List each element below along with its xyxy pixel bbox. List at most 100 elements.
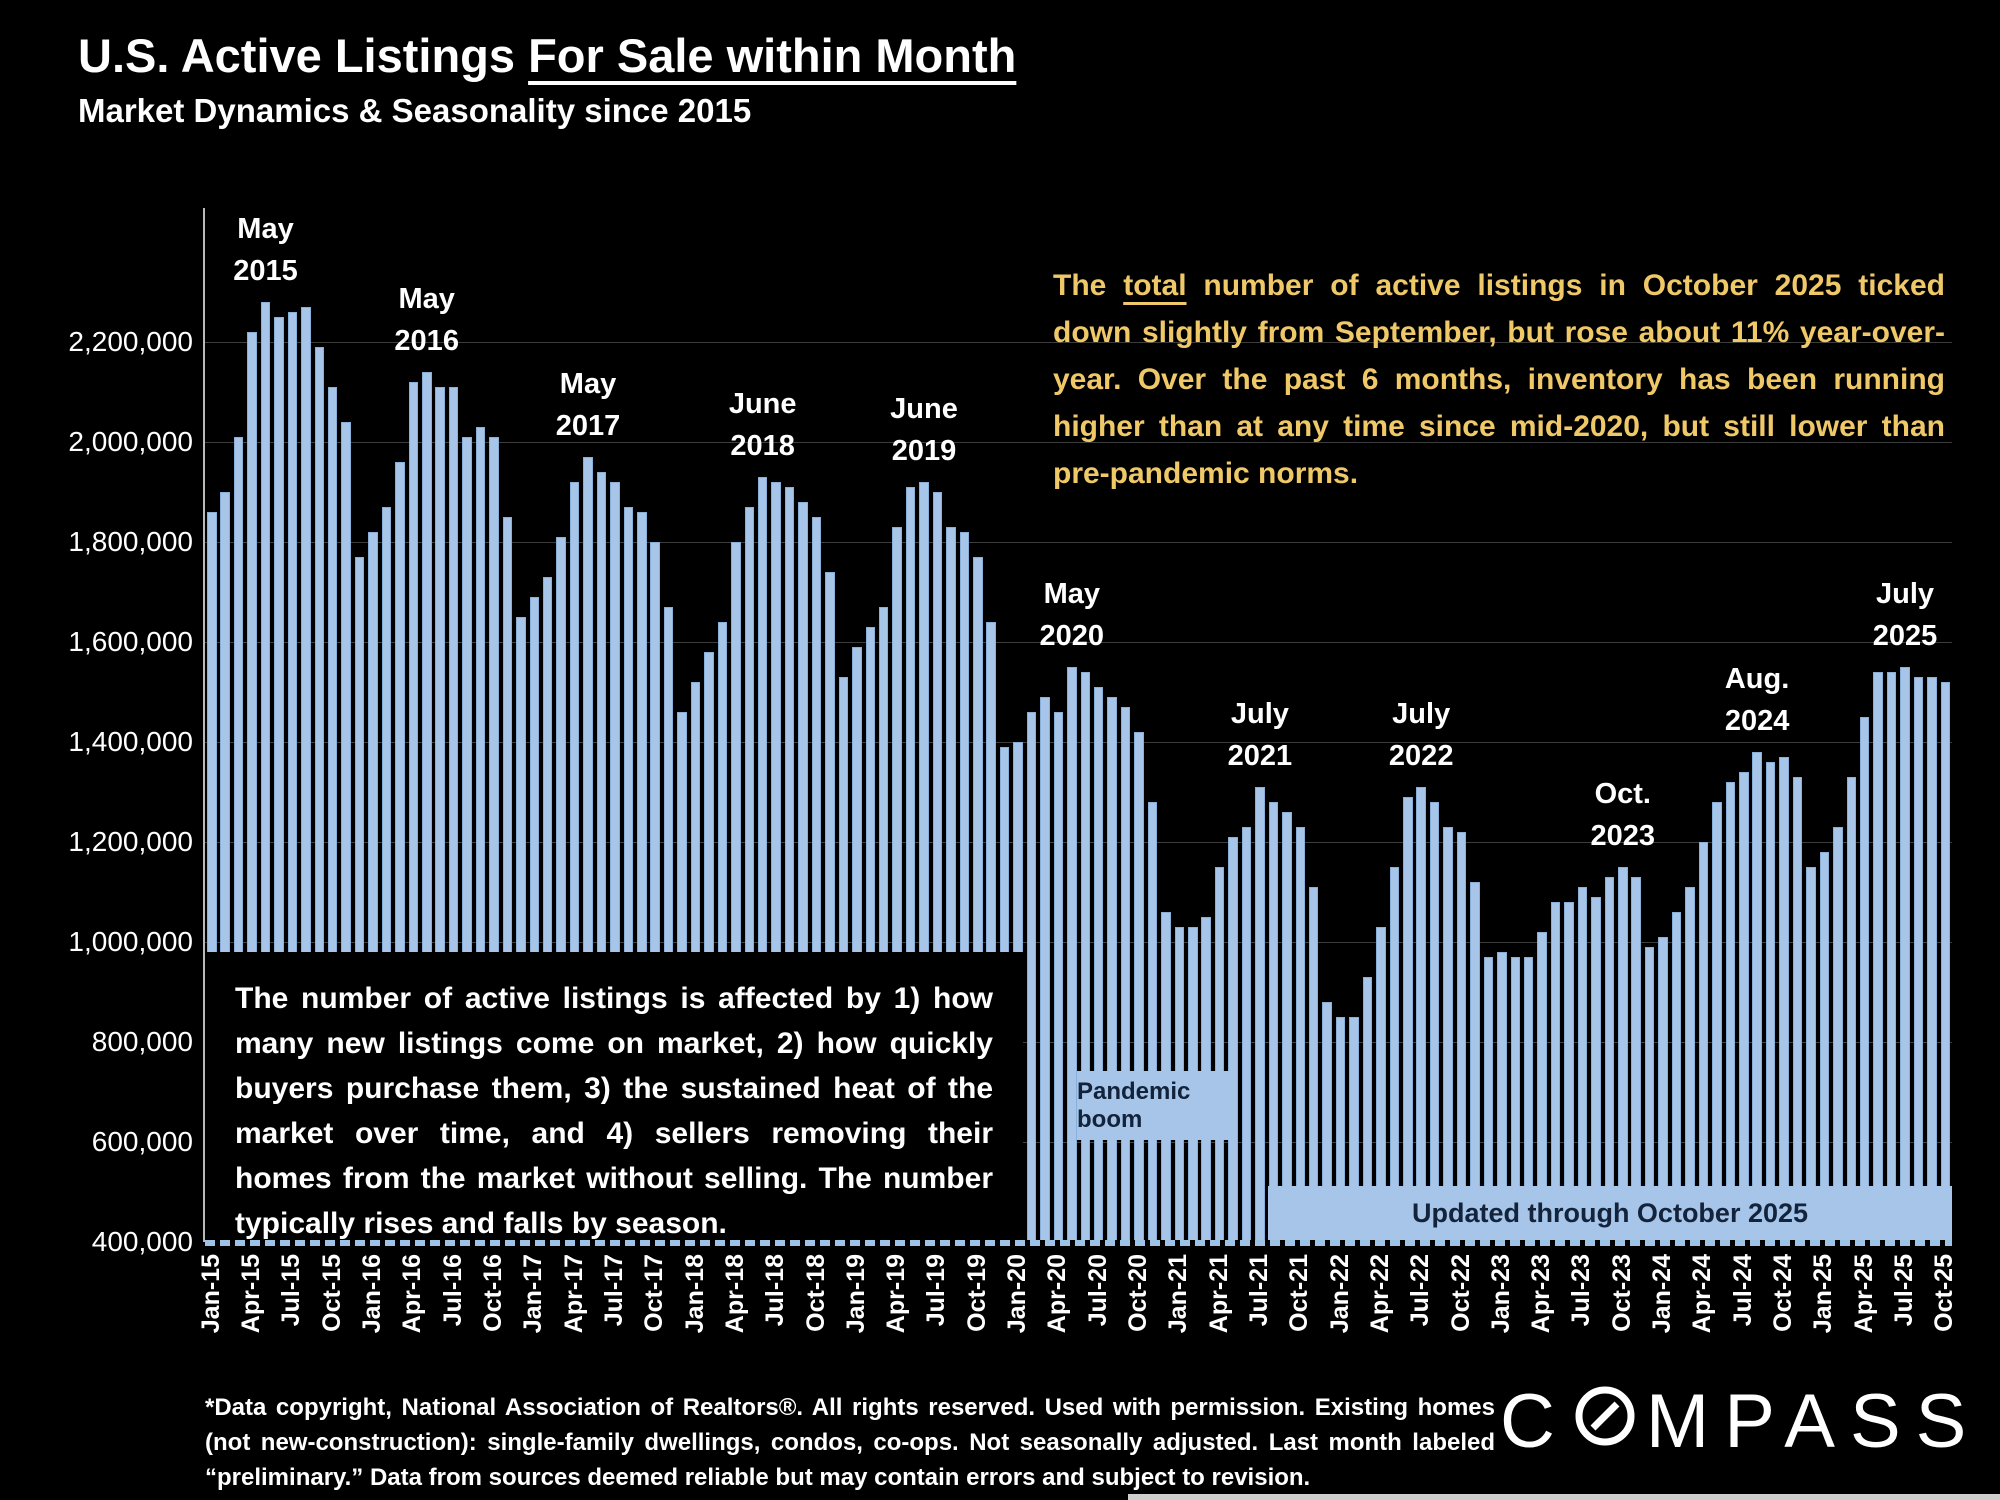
- y-axis-line: [203, 208, 205, 1242]
- peak-label-line1: May: [398, 283, 455, 315]
- x-axis-tick-label: Jan-15: [196, 1254, 225, 1334]
- peak-label-Oct.-2023: Oct. 2023: [1591, 773, 1656, 857]
- peak-label-line1: May: [559, 368, 617, 400]
- bar-May-24: [1712, 802, 1722, 1242]
- explainer-text: The number of active listings is affecte…: [235, 982, 993, 1240]
- bar-Jul-25: [1900, 667, 1910, 1242]
- peak-label-line1: July: [1392, 698, 1451, 730]
- bar-Oct-20: [1134, 732, 1144, 1242]
- updated-through-label: Updated through October 2025: [1268, 1186, 1952, 1240]
- x-axis-tick-label: Jul-17: [599, 1254, 628, 1327]
- peak-label-line1: May: [237, 213, 294, 245]
- peak-label-line1: July: [1230, 698, 1289, 730]
- screenshot-edge-artifact: [1128, 1494, 2000, 1500]
- bar-Mar-25: [1846, 777, 1856, 1242]
- bar-Sep-25: [1927, 677, 1937, 1242]
- x-axis-tick-label: Oct-22: [1446, 1254, 1475, 1332]
- x-axis-tick-label: Jul-16: [438, 1254, 467, 1327]
- y-axis-tick-label: 1,200,000: [68, 826, 193, 857]
- x-axis-tick-label: Jul-15: [277, 1254, 306, 1327]
- peak-label-July-2022: July 2022: [1389, 693, 1454, 777]
- page-title-plain: U.S. Active Listings: [78, 29, 529, 82]
- x-axis-tick-label: Apr-19: [882, 1254, 911, 1334]
- bar-Oct-22: [1456, 832, 1467, 1242]
- bar-Nov-20: [1147, 802, 1158, 1242]
- bar-Apr-24: [1698, 842, 1709, 1242]
- compass-logo-c: C: [1500, 1379, 1570, 1464]
- x-axis-tick-label: Oct-25: [1930, 1254, 1959, 1332]
- x-axis-tick-label: Jan-20: [1003, 1254, 1031, 1334]
- x-axis-tick-label: Apr-20: [1043, 1254, 1072, 1334]
- gridline: [205, 542, 1952, 543]
- bar-Jun-22: [1403, 797, 1413, 1242]
- peak-label-July-2021: July 2021: [1228, 693, 1293, 777]
- x-axis-tick-label: Jul-20: [1083, 1254, 1112, 1327]
- peak-label-line2: 2017: [555, 410, 621, 442]
- annotation-pre: The: [1053, 269, 1124, 302]
- x-axis-tick-label: Oct-21: [1285, 1254, 1314, 1332]
- bar-Aug-25: [1913, 677, 1924, 1242]
- peak-label-line2: 2022: [1388, 740, 1454, 772]
- x-axis-tick-label: Jul-21: [1244, 1254, 1273, 1327]
- y-axis-tick-label: 1,400,000: [68, 726, 193, 757]
- peak-label-line2: 2015: [233, 255, 298, 287]
- bar-May-25: [1873, 672, 1883, 1242]
- y-axis-tick-label: 2,200,000: [68, 326, 193, 357]
- x-axis-tick-label: Oct-16: [478, 1254, 507, 1332]
- x-axis-tick-label: Jul-18: [761, 1254, 790, 1327]
- bar-Nov-24: [1792, 777, 1803, 1242]
- x-axis-tick-label: Apr-17: [559, 1254, 588, 1334]
- bar-Oct-24: [1779, 757, 1789, 1242]
- x-axis-tick-label: Jul-22: [1406, 1254, 1435, 1327]
- gridline: [205, 842, 1952, 843]
- x-axis-tick-label: Jan-17: [519, 1254, 548, 1334]
- explainer-box: The number of active listings is affecte…: [205, 952, 1023, 1240]
- y-axis-tick-label: 1,000,000: [68, 926, 193, 957]
- x-axis-tick-label: Oct-15: [317, 1254, 346, 1332]
- peak-label-July-2025: July 2025: [1873, 573, 1938, 657]
- bar-Oct-25: [1940, 682, 1950, 1242]
- x-axis-tick-label: Jan-25: [1809, 1254, 1838, 1334]
- bar-Mar-20: [1040, 697, 1050, 1242]
- y-axis-tick-label: 600,000: [91, 1126, 193, 1157]
- compass-needle-icon: [1574, 1378, 1636, 1465]
- y-axis-tick-label: 400,000: [91, 1226, 193, 1257]
- y-axis-tick-label: 1,600,000: [68, 626, 193, 657]
- peak-label-line2: 2018: [730, 430, 795, 462]
- bar-Feb-20: [1026, 712, 1037, 1242]
- compass-logo-rest: MPASS: [1645, 1379, 1982, 1464]
- x-axis-tick-label: Apr-23: [1527, 1254, 1556, 1334]
- y-axis-tick-label: 1,800,000: [68, 526, 193, 557]
- peak-label-line1: June: [728, 388, 797, 420]
- peak-label-line1: July: [1875, 578, 1935, 610]
- bar-Jun-25: [1886, 672, 1897, 1242]
- x-axis-tick-label: Jan-21: [1164, 1254, 1193, 1334]
- compass-logo: C MPASS: [1500, 1378, 1981, 1465]
- data-disclaimer: *Data copyright, National Association of…: [205, 1394, 1495, 1491]
- annotation-underlined-word: total: [1123, 269, 1187, 302]
- annotation-post: number of active listings in October 202…: [1053, 269, 1945, 490]
- x-axis-tick-label: Jan-24: [1648, 1254, 1677, 1334]
- peak-label-line2: 2016: [394, 325, 459, 357]
- peak-label-line1: Aug.: [1724, 663, 1790, 695]
- peak-label-line2: 2025: [1872, 620, 1938, 652]
- bar-May-20: [1067, 667, 1077, 1242]
- bar-Oct-21: [1295, 827, 1305, 1242]
- x-axis-tick-label: Apr-16: [398, 1254, 427, 1334]
- peak-label-June-2018: June 2018: [729, 383, 797, 467]
- peak-label-line2: 2023: [1590, 820, 1656, 852]
- x-axis-tick-label: Jan-22: [1325, 1254, 1354, 1334]
- x-axis-tick-label: Jan-19: [841, 1254, 870, 1334]
- bar-Jun-24: [1725, 782, 1735, 1242]
- x-axis-tick-label: Apr-21: [1204, 1254, 1233, 1334]
- x-axis-tick-label: Oct-19: [962, 1254, 991, 1332]
- bar-Jun-20: [1080, 672, 1090, 1242]
- peak-label-line2: 2024: [1724, 705, 1790, 737]
- x-axis-tick-label: Jan-18: [680, 1254, 709, 1334]
- peak-label-line1: June: [890, 393, 958, 425]
- x-axis-tick-label: Oct-18: [801, 1254, 830, 1332]
- bar-Jun-21: [1241, 827, 1252, 1242]
- peak-label-line2: 2019: [891, 435, 957, 467]
- x-axis-tick-label: Apr-24: [1688, 1254, 1717, 1334]
